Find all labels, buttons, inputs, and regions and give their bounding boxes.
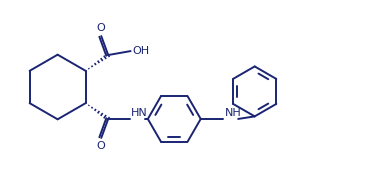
Text: NH: NH (224, 108, 241, 118)
Text: O: O (96, 141, 105, 151)
Text: HN: HN (131, 108, 148, 118)
Text: OH: OH (132, 46, 149, 56)
Text: O: O (96, 23, 105, 33)
